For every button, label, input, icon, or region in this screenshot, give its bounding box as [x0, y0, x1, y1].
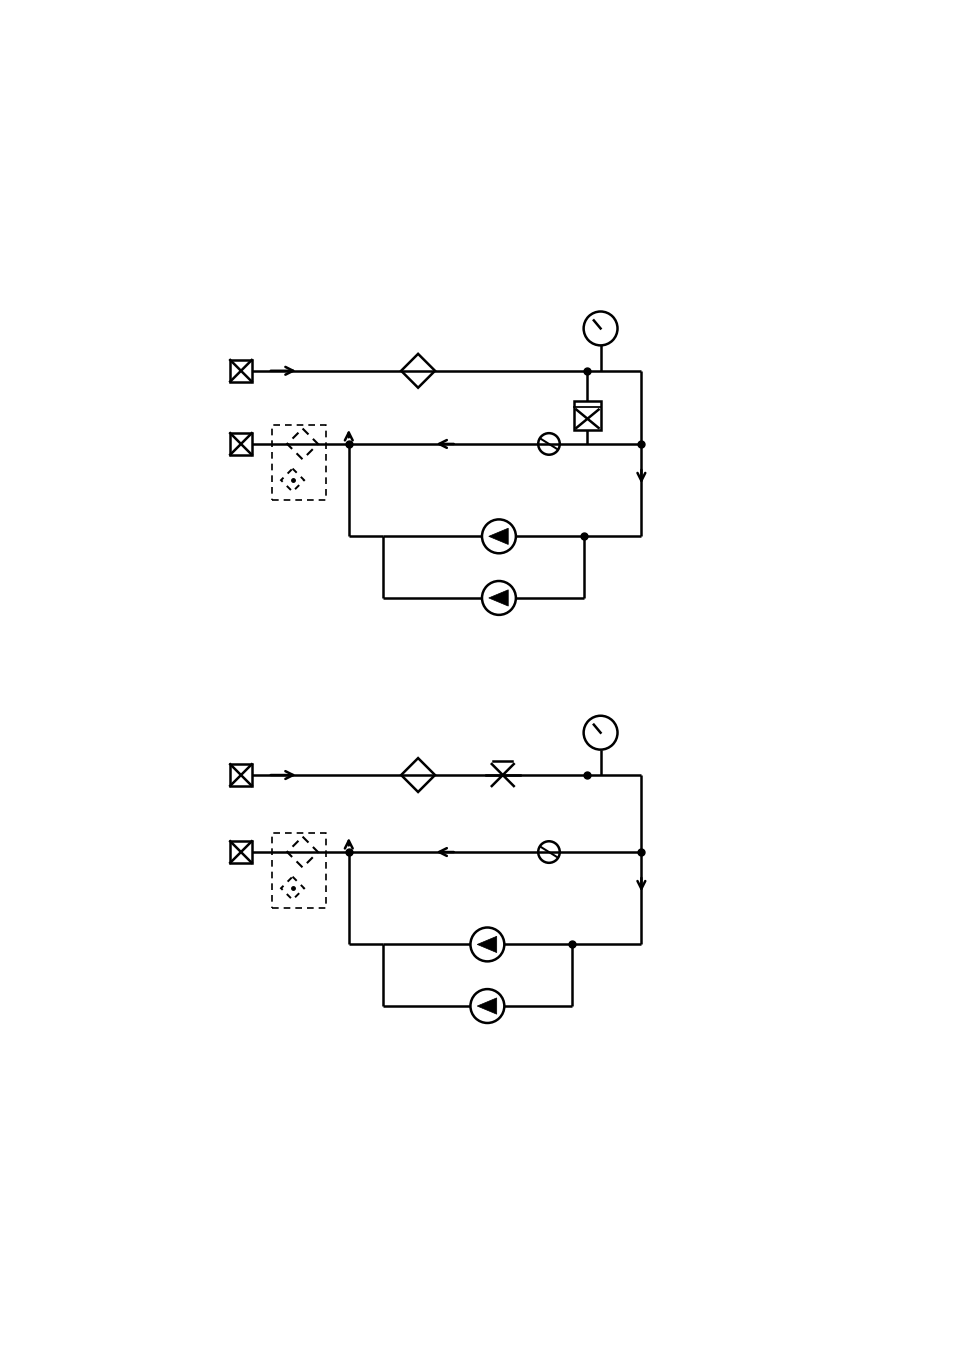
Polygon shape	[488, 528, 508, 544]
Polygon shape	[488, 590, 508, 607]
Polygon shape	[476, 998, 497, 1015]
Polygon shape	[476, 936, 497, 952]
